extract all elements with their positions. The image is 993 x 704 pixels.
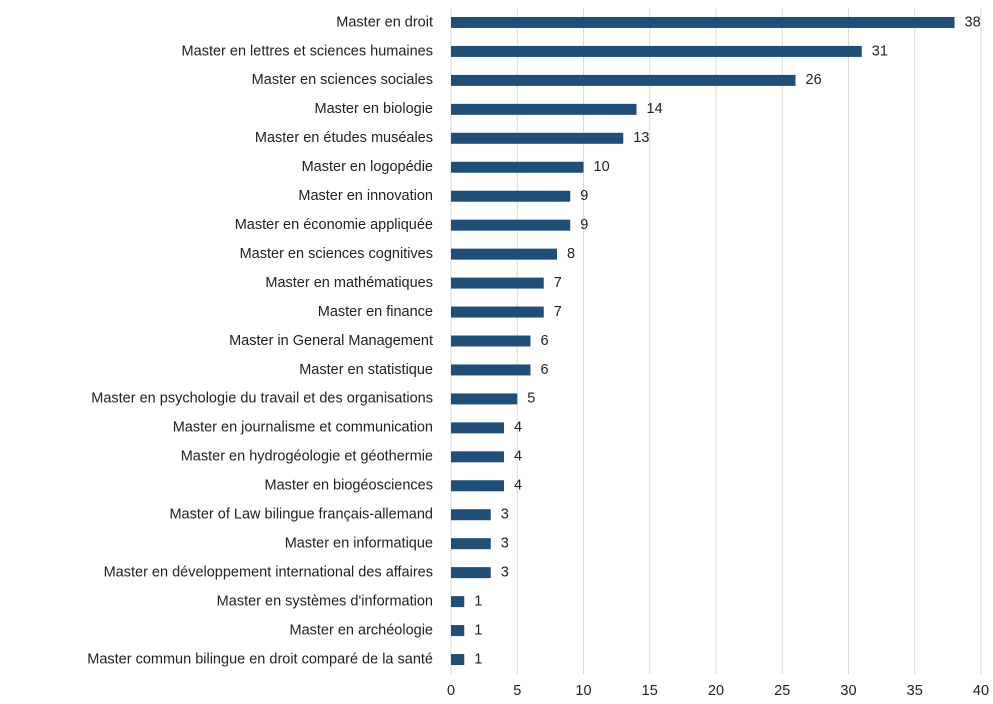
y-tick-label: Master en mathématiques (265, 275, 433, 291)
bar (451, 306, 544, 318)
bar (451, 422, 504, 434)
y-tick-label: Master en finance (318, 304, 433, 320)
data-label: 6 (541, 362, 549, 378)
y-tick-label: Master en statistique (299, 362, 433, 378)
y-tick-label: Master en lettres et sciences humaines (182, 43, 433, 59)
bar (451, 277, 544, 289)
y-tick-label: Master en innovation (298, 188, 433, 204)
bar (451, 190, 571, 202)
y-tick-label: Master en psychologie du travail et des … (91, 391, 433, 407)
data-label: 26 (806, 72, 822, 88)
data-label: 5 (527, 391, 535, 407)
data-label: 1 (474, 593, 482, 609)
y-tick-label: Master of Law bilingue français-allemand (169, 507, 433, 523)
bar (451, 161, 584, 173)
data-label: 13 (633, 130, 649, 146)
bar (451, 509, 491, 521)
data-label: 10 (594, 159, 610, 175)
data-label: 9 (580, 188, 588, 204)
y-tick-label: Master en sciences sociales (252, 72, 433, 88)
data-label: 7 (554, 304, 562, 320)
bar (451, 74, 796, 86)
y-tick-label: Master commun bilingue en droit comparé … (87, 651, 433, 667)
y-tick-label: Master en archéologie (290, 622, 433, 638)
data-label: 38 (965, 14, 981, 30)
bar (451, 596, 465, 608)
y-tick-label: Master en développement international de… (104, 564, 433, 580)
y-tick-label: Master in General Management (229, 333, 433, 349)
x-tick-label: 15 (642, 683, 658, 699)
bar (451, 45, 862, 57)
y-tick-label: Master en biogéosciences (265, 478, 433, 494)
x-tick-label: 20 (708, 683, 724, 699)
data-label: 6 (541, 333, 549, 349)
y-tick-label: Master en biologie (315, 101, 434, 117)
data-label: 1 (474, 651, 482, 667)
y-tick-label: Master en logopédie (302, 159, 433, 175)
data-label: 3 (501, 564, 509, 580)
data-label: 9 (580, 217, 588, 233)
x-tick-label: 10 (575, 683, 591, 699)
data-label: 8 (567, 246, 575, 262)
bar (451, 364, 531, 376)
data-label: 1 (474, 622, 482, 638)
x-tick-label: 5 (513, 683, 521, 699)
bar (451, 16, 955, 28)
y-tick-label: Master en hydrogéologie et géothermie (181, 449, 433, 465)
bar (451, 451, 504, 463)
bar (451, 219, 571, 231)
bar (451, 567, 491, 579)
y-tick-label: Master en systèmes d'information (217, 593, 433, 609)
y-tick-label: Master en études muséales (255, 130, 433, 146)
data-label: 3 (501, 507, 509, 523)
x-tick-label: 0 (447, 683, 455, 699)
bar (451, 480, 504, 492)
bar (451, 103, 637, 115)
x-tick-label: 30 (840, 683, 856, 699)
bar (451, 625, 465, 637)
data-label: 4 (514, 449, 522, 465)
data-label: 31 (872, 43, 888, 59)
bar (451, 335, 531, 347)
bar (451, 654, 465, 666)
y-tick-label: Master en sciences cognitives (240, 246, 433, 262)
x-tick-label: 35 (907, 683, 923, 699)
x-tick-label: 25 (774, 683, 790, 699)
bar (451, 538, 491, 550)
data-label: 3 (501, 536, 509, 552)
y-tick-label: Master en économie appliquée (235, 217, 433, 233)
x-tick-label: 40 (973, 683, 989, 699)
y-tick-label: Master en droit (336, 14, 433, 30)
data-label: 7 (554, 275, 562, 291)
y-tick-label: Master en informatique (285, 536, 433, 552)
bar (451, 248, 557, 260)
bar (451, 393, 518, 405)
bar (451, 132, 624, 144)
y-tick-label: Master en journalisme et communication (173, 420, 433, 436)
data-label: 4 (514, 478, 522, 494)
data-label: 14 (647, 101, 663, 117)
data-label: 4 (514, 420, 522, 436)
